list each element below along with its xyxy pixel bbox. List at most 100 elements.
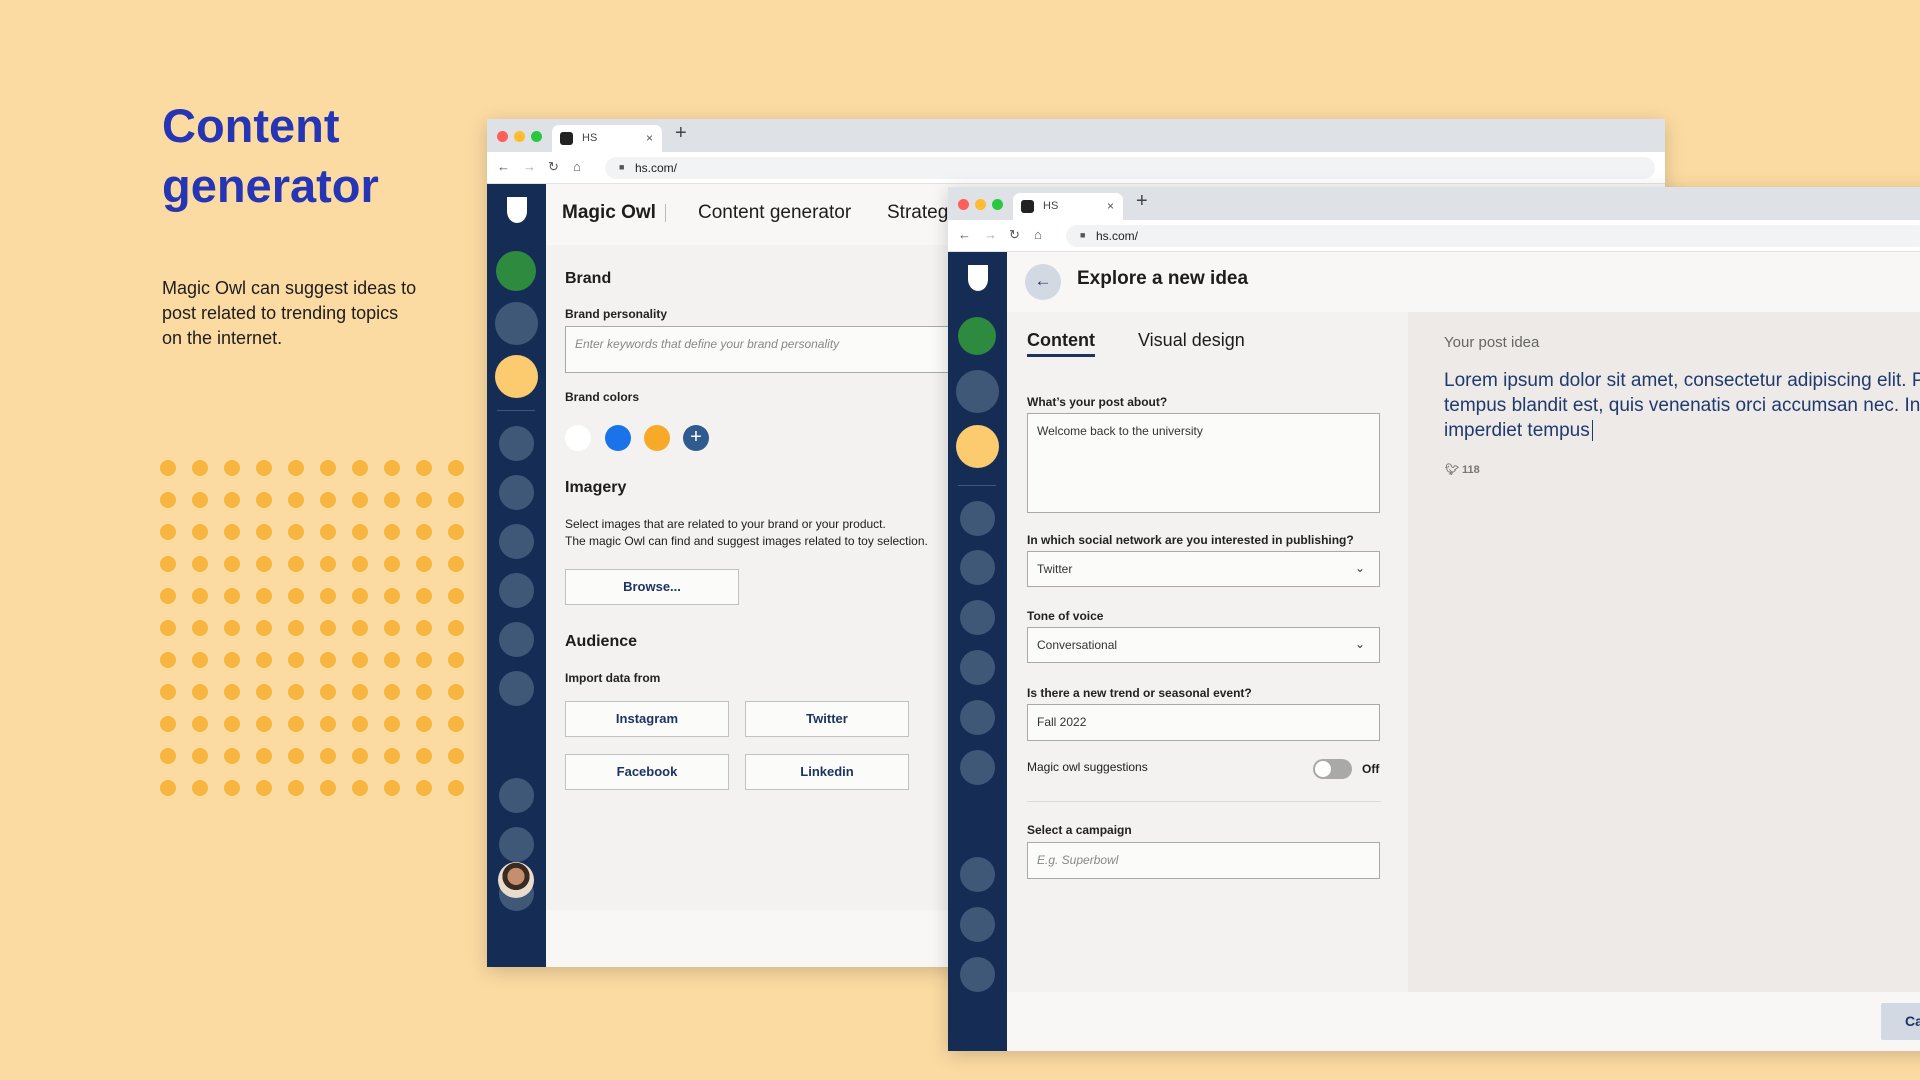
sidebar-item[interactable] xyxy=(958,317,996,355)
sidebar xyxy=(487,184,546,967)
network-select[interactable]: Twitter ⌄ xyxy=(1027,551,1380,587)
decorative-dot xyxy=(352,492,368,508)
linkedin-button[interactable]: Linkedin xyxy=(745,754,909,790)
decorative-dot xyxy=(384,684,400,700)
sidebar-item[interactable] xyxy=(956,370,999,413)
sidebar-item[interactable] xyxy=(960,700,995,735)
sidebar-item[interactable] xyxy=(960,857,995,892)
back-icon[interactable]: ← xyxy=(497,159,510,174)
close-tab-icon[interactable]: × xyxy=(645,131,653,145)
reload-icon[interactable]: ↻ xyxy=(1009,227,1020,242)
decorative-dot xyxy=(416,748,432,764)
home-icon[interactable]: ⌂ xyxy=(1034,227,1042,242)
home-icon[interactable]: ⌂ xyxy=(573,159,581,174)
sidebar-item[interactable] xyxy=(960,957,995,992)
close-tab-icon[interactable]: × xyxy=(1106,199,1114,213)
decorative-dot xyxy=(416,620,432,636)
sidebar-item[interactable] xyxy=(499,778,534,813)
sidebar-item[interactable] xyxy=(496,251,536,291)
close-window-button[interactable] xyxy=(497,131,508,142)
campaign-input[interactable]: E.g. Superbowl xyxy=(1027,842,1380,879)
decorative-dot xyxy=(288,588,304,604)
browse-button[interactable]: Browse... xyxy=(565,569,739,605)
close-window-button[interactable] xyxy=(958,199,969,210)
page-heading: Explore a new idea xyxy=(1077,268,1249,289)
facebook-button[interactable]: Facebook xyxy=(565,754,729,790)
minimize-window-button[interactable] xyxy=(514,131,525,142)
twitter-button[interactable]: Twitter xyxy=(745,701,909,737)
new-tab-icon[interactable]: + xyxy=(675,122,687,144)
tab-title: HS xyxy=(582,132,598,144)
decorative-dot xyxy=(320,684,336,700)
decorative-dot xyxy=(320,492,336,508)
sidebar-item[interactable] xyxy=(499,622,534,657)
decorative-dot xyxy=(256,684,272,700)
sidebar-item[interactable] xyxy=(495,355,538,398)
brand-personality-input[interactable]: Enter keywords that define your brand pe… xyxy=(565,326,985,373)
minimize-window-button[interactable] xyxy=(975,199,986,210)
sidebar-item[interactable] xyxy=(499,524,534,559)
sidebar-item[interactable] xyxy=(499,475,534,510)
color-swatch-blue[interactable] xyxy=(605,425,631,451)
decorative-dot xyxy=(256,460,272,476)
sidebar-item[interactable] xyxy=(495,302,538,345)
decorative-dot xyxy=(224,524,240,540)
tab-visual-design[interactable]: Visual design xyxy=(1138,330,1245,350)
sidebar-item[interactable] xyxy=(960,550,995,585)
add-color-button[interactable]: + xyxy=(683,425,709,451)
url-field[interactable]: ■ hs.com/ xyxy=(605,157,1655,179)
forward-icon[interactable]: → xyxy=(523,159,536,174)
forward-icon[interactable]: → xyxy=(984,227,997,242)
back-button[interactable]: ← xyxy=(1025,264,1061,300)
toggle-knob xyxy=(1315,761,1331,777)
decorative-dot xyxy=(256,652,272,668)
sidebar-item[interactable] xyxy=(499,426,534,461)
sidebar-item[interactable] xyxy=(960,907,995,942)
decorative-dot xyxy=(288,620,304,636)
decorative-dot xyxy=(352,524,368,540)
avatar[interactable] xyxy=(498,862,534,898)
decorative-dot xyxy=(256,620,272,636)
decorative-dot xyxy=(160,716,176,732)
color-swatch-orange[interactable] xyxy=(644,425,670,451)
decorative-dot xyxy=(192,716,208,732)
maximize-window-button[interactable] xyxy=(992,199,1003,210)
nav-content-generator[interactable]: Content generator xyxy=(698,202,852,223)
logo-shield-icon xyxy=(507,197,527,223)
nav-strategy[interactable]: Strategy xyxy=(887,202,958,223)
trend-input[interactable]: Fall 2022 xyxy=(1027,704,1380,741)
decorative-dot xyxy=(416,524,432,540)
sidebar-item[interactable] xyxy=(960,750,995,785)
browser-tab[interactable]: HS × xyxy=(1013,193,1123,220)
sidebar-item[interactable] xyxy=(960,650,995,685)
sidebar-item[interactable] xyxy=(956,425,999,468)
tone-select[interactable]: Conversational ⌄ xyxy=(1027,627,1380,663)
decorative-dot xyxy=(416,652,432,668)
new-tab-icon[interactable]: + xyxy=(1136,190,1148,212)
tone-label: Tone of voice xyxy=(1027,609,1104,623)
sidebar-item[interactable] xyxy=(499,671,534,706)
decorative-dot xyxy=(288,524,304,540)
suggestions-toggle[interactable] xyxy=(1313,759,1352,779)
sidebar-item[interactable] xyxy=(499,827,534,862)
decorative-dot xyxy=(288,556,304,572)
preview-label: Your post idea xyxy=(1444,334,1540,351)
sidebar-item[interactable] xyxy=(499,573,534,608)
post-about-textarea[interactable]: Welcome back to the university xyxy=(1027,413,1380,513)
decorative-dot xyxy=(352,588,368,604)
maximize-window-button[interactable] xyxy=(531,131,542,142)
sidebar-item[interactable] xyxy=(960,600,995,635)
decorative-dot xyxy=(288,652,304,668)
tab-content[interactable]: Content xyxy=(1027,330,1095,357)
footer-primary-button[interactable]: Ca xyxy=(1881,1003,1920,1040)
url-field[interactable]: ■ hs.com/ xyxy=(1066,225,1920,247)
reload-icon[interactable]: ↻ xyxy=(548,159,559,174)
intro-text: Magic Owl can suggest ideas to post rela… xyxy=(162,278,417,348)
color-swatch-white[interactable] xyxy=(565,425,591,451)
decorative-dot xyxy=(384,780,400,796)
browser-tab[interactable]: HS × xyxy=(552,125,662,152)
brand-personality-label: Brand personality xyxy=(565,307,668,321)
back-icon[interactable]: ← xyxy=(958,227,971,242)
instagram-button[interactable]: Instagram xyxy=(565,701,729,737)
sidebar-item[interactable] xyxy=(960,501,995,536)
